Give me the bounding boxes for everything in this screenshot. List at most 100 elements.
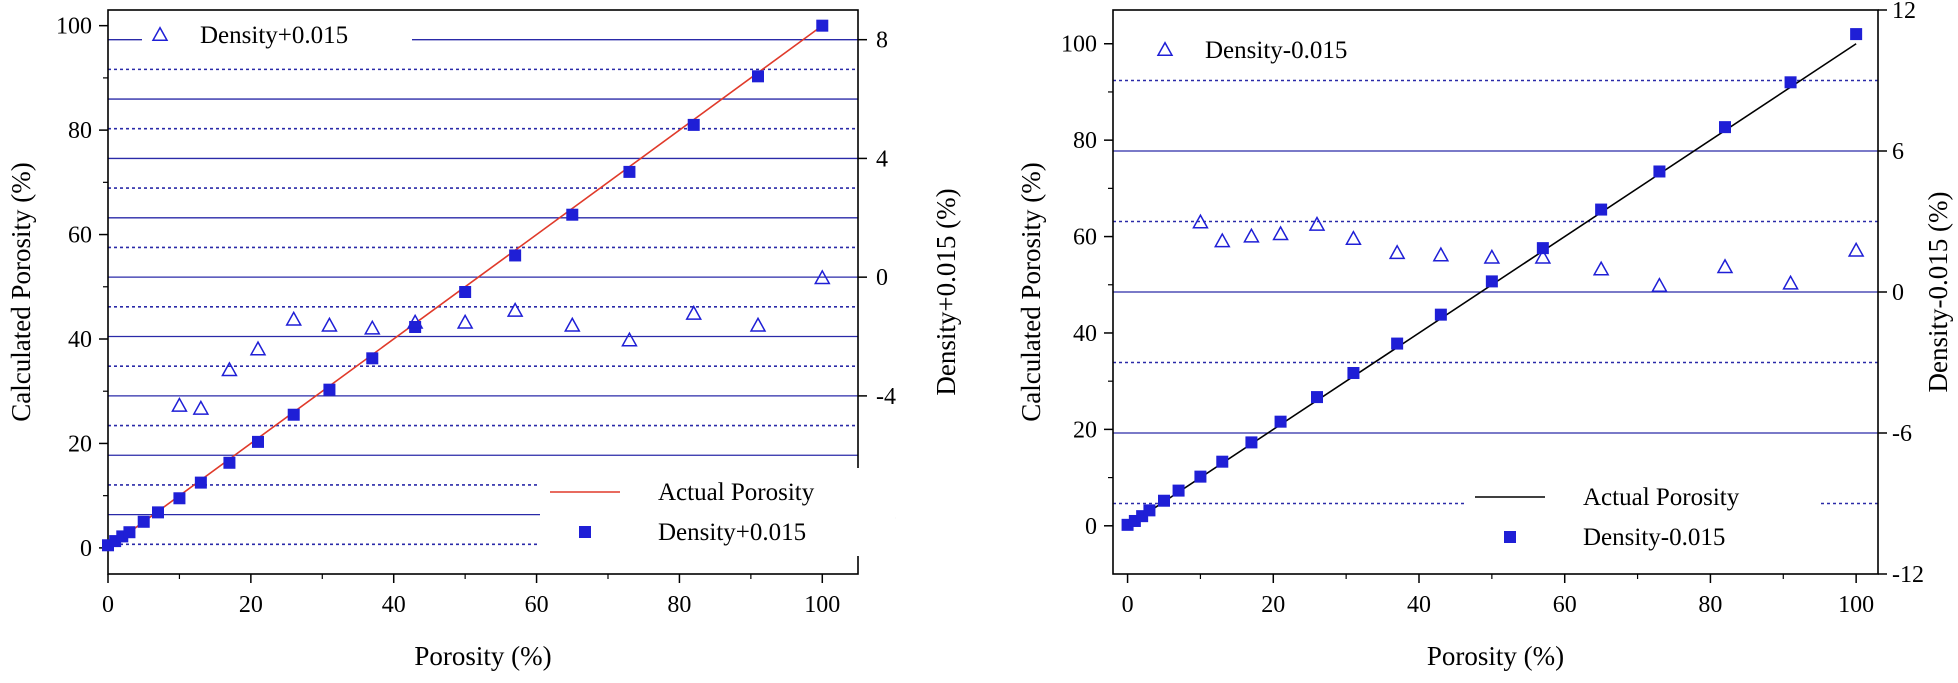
difference-point — [221, 361, 238, 377]
difference-point — [1483, 248, 1501, 264]
difference-point — [1214, 232, 1231, 248]
difference-point — [1782, 274, 1799, 290]
calculated-point — [223, 456, 236, 469]
legend-square-marker — [579, 526, 591, 538]
x-tick-label: 60 — [1553, 592, 1577, 618]
calculated-point — [1434, 308, 1447, 321]
calculated-point — [1719, 121, 1731, 134]
calculated-point — [1194, 470, 1207, 483]
difference-point — [1243, 227, 1260, 243]
x-tick-label: 20 — [1261, 592, 1285, 618]
difference-point — [1716, 258, 1734, 274]
x-axis-title: Porosity (%) — [414, 641, 551, 671]
y2-tick-label: 0 — [1892, 280, 1904, 306]
plot-frame — [107, 9, 859, 575]
y2-tick-label: 4 — [876, 146, 888, 172]
legend-calculated-label: Density-0.015 — [1583, 524, 1725, 551]
calculated-point — [1595, 203, 1608, 216]
legend-bottom-bg — [540, 468, 895, 556]
calculated-point — [1784, 76, 1797, 89]
legend-top-bg — [142, 16, 412, 50]
difference-point — [506, 301, 524, 317]
y2-tick-label: -12 — [1892, 562, 1924, 588]
calculated-point — [1347, 366, 1360, 379]
y-tick-label: 20 — [68, 431, 92, 457]
y-tick-label: 40 — [1073, 321, 1097, 347]
y-tick-label: 20 — [1073, 417, 1097, 443]
y2-axis-title: Density+0.015 (%) — [931, 188, 961, 395]
difference-point — [285, 310, 302, 326]
y2-tick-label: 0 — [876, 265, 888, 291]
calculated-point — [687, 118, 700, 131]
difference-point — [171, 396, 188, 412]
calculated-point — [137, 515, 150, 528]
y2-tick-label: 12 — [1892, 0, 1916, 24]
calculated-point — [752, 70, 764, 83]
x-tick-label: 60 — [525, 592, 549, 618]
x-tick-label: 80 — [667, 592, 691, 618]
legend-bottom-bg — [1465, 473, 1820, 561]
difference-point — [1345, 230, 1362, 245]
calculated-point — [1216, 455, 1229, 468]
calculated-point — [623, 165, 636, 178]
calculated-point — [816, 19, 829, 32]
x-tick-label: 100 — [1838, 592, 1874, 618]
legend-calculated-label: Density+0.015 — [658, 519, 806, 546]
calculated-point — [1136, 510, 1149, 523]
difference-point — [1192, 213, 1209, 229]
x-tick-label: 40 — [382, 592, 406, 618]
y-tick-label: 80 — [1073, 128, 1097, 154]
legend-triangle-marker — [1156, 41, 1174, 57]
x-tick-label: 0 — [102, 592, 114, 618]
difference-point — [1388, 244, 1406, 260]
calculated-point — [1391, 337, 1404, 350]
y-tick-label: 60 — [1073, 225, 1097, 251]
calculated-point — [1653, 165, 1666, 178]
legend-actual-label: Actual Porosity — [658, 479, 815, 506]
calculated-point — [1311, 391, 1323, 404]
difference-point — [1534, 248, 1552, 264]
y2-axis-title: Density-0.015 (%) — [1923, 192, 1953, 393]
calculated-point — [1850, 28, 1863, 41]
calculated-point — [116, 530, 129, 543]
difference-point — [814, 269, 831, 285]
y-tick-label: 100 — [1061, 32, 1097, 58]
difference-point — [364, 319, 381, 335]
legend-top-bg — [1147, 31, 1417, 65]
y2-tick-label: -4 — [876, 384, 896, 410]
difference-point — [1592, 260, 1610, 276]
calculated-point — [173, 492, 186, 505]
y-tick-label: 40 — [68, 327, 92, 353]
x-tick-label: 0 — [1122, 592, 1134, 618]
y-tick-label: 0 — [1085, 514, 1097, 540]
y2-tick-label: 8 — [876, 28, 888, 54]
calculated-point — [366, 352, 379, 365]
calculated-point — [1245, 436, 1258, 449]
x-axis-title: Porosity (%) — [1427, 641, 1564, 671]
calculated-point — [1172, 484, 1185, 497]
y-tick-label: 80 — [68, 118, 92, 144]
difference-point — [1308, 216, 1326, 231]
calculated-point — [152, 506, 164, 519]
difference-point — [192, 399, 210, 415]
difference-point — [564, 316, 581, 332]
x-tick-label: 80 — [1698, 592, 1722, 618]
difference-point — [1651, 277, 1668, 292]
calculated-point — [287, 408, 300, 421]
difference-point — [249, 340, 267, 356]
difference-point — [1847, 241, 1865, 257]
calculated-point — [566, 208, 579, 221]
x-tick-label: 100 — [804, 592, 840, 618]
difference-point — [749, 316, 767, 332]
difference-point — [1272, 225, 1289, 241]
calculated-point — [459, 286, 472, 298]
y2-tick-label: 6 — [1892, 139, 1904, 165]
legend-square-marker — [1504, 531, 1516, 543]
calculated-point — [1143, 504, 1156, 517]
legend-top-label: Density-0.015 — [1205, 37, 1347, 64]
difference-point — [1432, 246, 1450, 262]
calculated-point — [509, 249, 522, 262]
y2-tick-label: -6 — [1892, 421, 1912, 447]
calculated-point — [323, 383, 336, 396]
